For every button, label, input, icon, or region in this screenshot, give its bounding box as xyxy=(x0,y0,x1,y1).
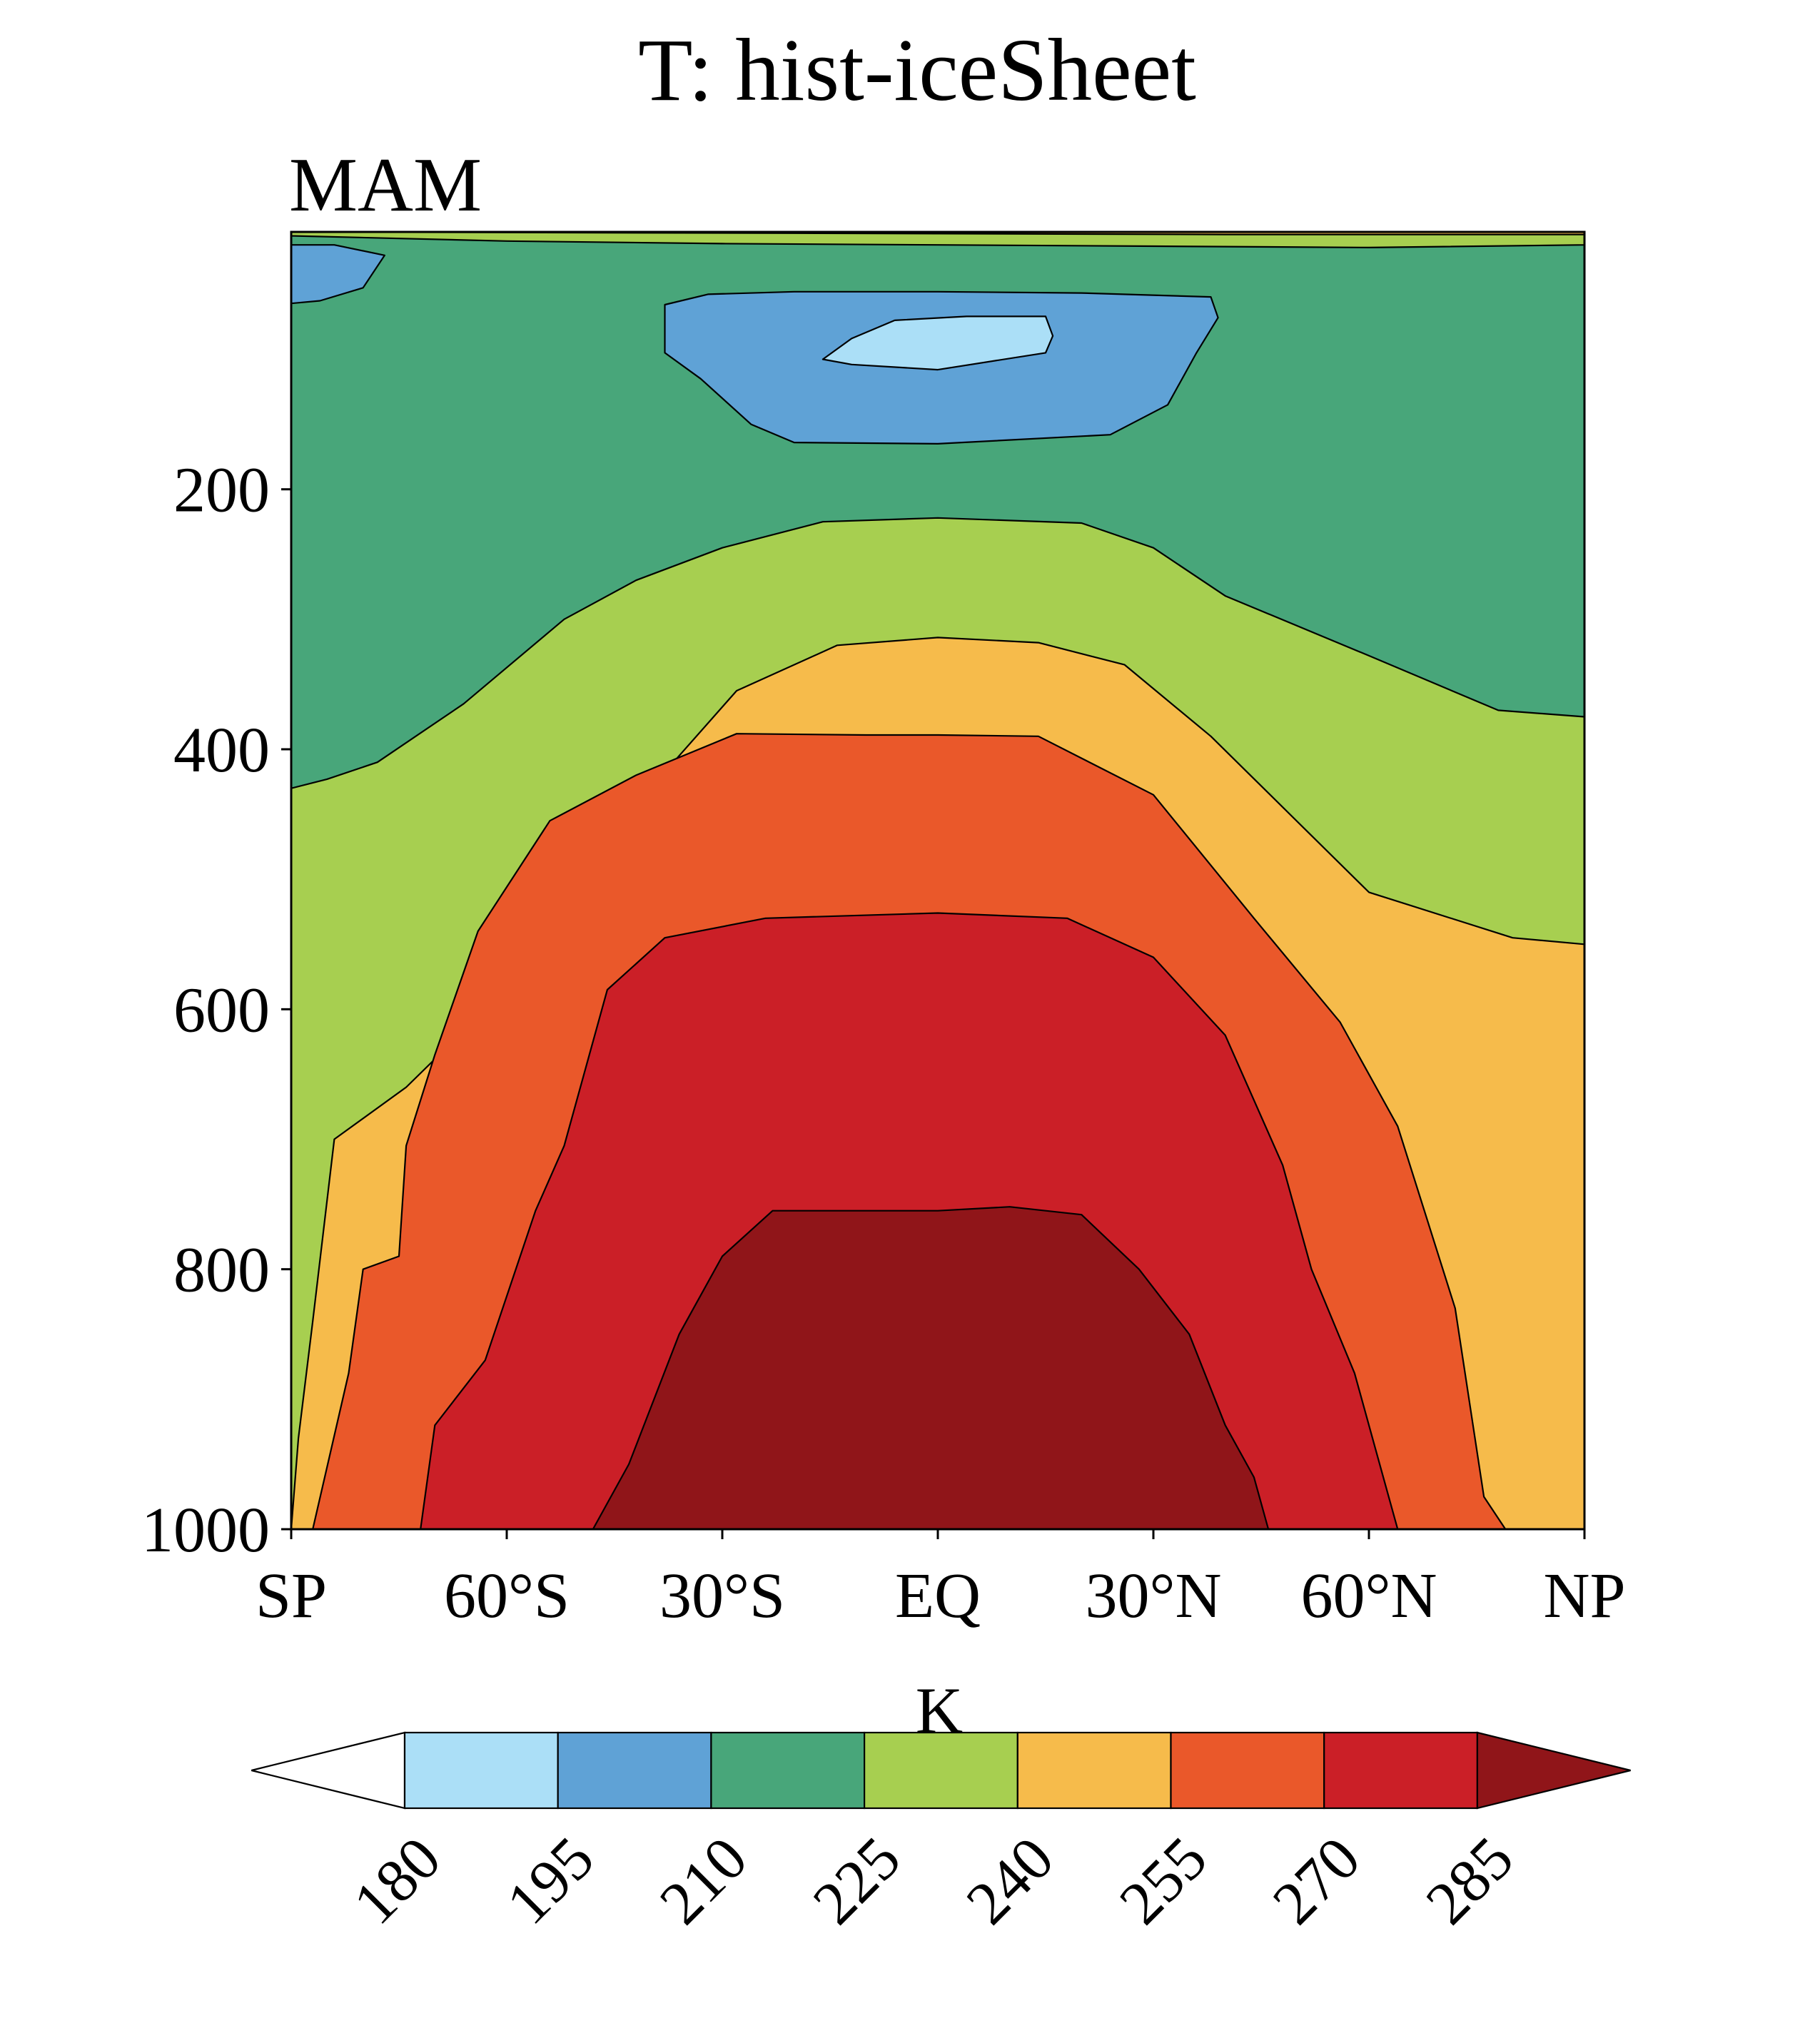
colorbar-box xyxy=(710,1731,866,1810)
colorbar-box xyxy=(1323,1731,1478,1810)
contour-region-band-195-210-sp-upper xyxy=(291,244,386,305)
contour-region-band-225-240-upper-strip xyxy=(291,232,1584,248)
y-tick-label: 400 xyxy=(173,715,270,786)
colorbar-box xyxy=(403,1731,559,1810)
chart-title: T: hist-iceSheet xyxy=(638,21,1196,120)
y-tick-label: 1000 xyxy=(141,1495,270,1566)
contour-region-band-180-195-tropical-upper xyxy=(821,315,1054,371)
x-tick-label: NP xyxy=(1543,1561,1625,1631)
y-axis: 200 400 600 800 1000 xyxy=(141,455,291,1566)
x-tick-label: EQ xyxy=(895,1561,981,1631)
contour-plot xyxy=(291,232,1584,1529)
colorbar-box xyxy=(557,1731,712,1810)
y-tick-label: 200 xyxy=(173,455,270,526)
x-tick-label: 60°S xyxy=(444,1561,570,1631)
y-tick-label: 600 xyxy=(173,975,270,1045)
colorbar-box xyxy=(1016,1731,1172,1810)
x-tick-label: 30°N xyxy=(1086,1561,1222,1631)
x-tick-label: SP xyxy=(256,1561,327,1631)
x-tick-label: 30°S xyxy=(659,1561,785,1631)
x-tick-label: 60°N xyxy=(1301,1561,1437,1631)
x-axis: SP 60°S 30°S EQ 30°N 60°N NP xyxy=(256,1529,1626,1631)
colorbar-upper-extension xyxy=(1476,1731,1631,1810)
colorbar-box xyxy=(1170,1731,1325,1810)
y-tick-label: 800 xyxy=(173,1235,270,1306)
contour-region-band-285-plus xyxy=(592,1206,1270,1529)
season-label: MAM xyxy=(289,143,482,228)
colorbar-box xyxy=(863,1731,1018,1810)
